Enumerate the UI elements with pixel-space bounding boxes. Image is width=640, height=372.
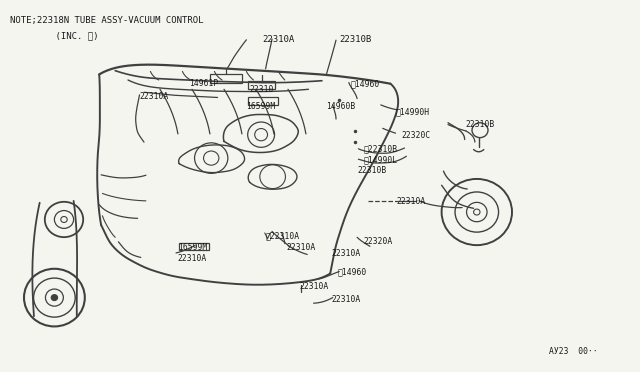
- Bar: [179, 243, 209, 250]
- Text: 14960B: 14960B: [326, 102, 356, 110]
- Text: 22310A: 22310A: [397, 197, 426, 206]
- Text: (INC. ※): (INC. ※): [34, 31, 99, 40]
- Text: 22310A: 22310A: [178, 254, 207, 263]
- Text: ※22310B: ※22310B: [364, 144, 397, 153]
- Text: 22320A: 22320A: [364, 237, 393, 246]
- Text: 22310A: 22310A: [332, 295, 361, 304]
- Text: ※14990H: ※14990H: [396, 107, 429, 116]
- Text: ※14990L: ※14990L: [364, 155, 397, 164]
- Text: NOTE;22318N TUBE ASSY-VACUUM CONTROL: NOTE;22318N TUBE ASSY-VACUUM CONTROL: [10, 16, 203, 25]
- Bar: [248, 97, 278, 105]
- Text: 22310A: 22310A: [140, 92, 169, 101]
- Text: 22310B: 22310B: [357, 166, 387, 175]
- Text: 22310: 22310: [250, 85, 274, 94]
- Text: ∢22310A: ∢22310A: [266, 231, 300, 240]
- Text: 22310A: 22310A: [300, 282, 329, 291]
- Text: 22310A: 22310A: [287, 243, 316, 251]
- Text: 16599M: 16599M: [246, 102, 276, 110]
- Text: 16599M: 16599M: [178, 243, 207, 252]
- Text: 14961P: 14961P: [189, 79, 218, 88]
- Text: 22310A: 22310A: [262, 35, 294, 44]
- Text: AУ23  00··: AУ23 00··: [549, 347, 598, 356]
- Text: 22310A: 22310A: [332, 249, 361, 258]
- Text: 22320C: 22320C: [402, 131, 431, 140]
- Bar: [248, 81, 275, 89]
- Text: 22310B: 22310B: [466, 120, 495, 129]
- Text: ※14960: ※14960: [351, 79, 380, 88]
- Text: 22310B: 22310B: [339, 35, 371, 44]
- Text: ※14960: ※14960: [338, 268, 367, 277]
- Ellipse shape: [51, 295, 58, 301]
- Bar: [210, 74, 242, 83]
